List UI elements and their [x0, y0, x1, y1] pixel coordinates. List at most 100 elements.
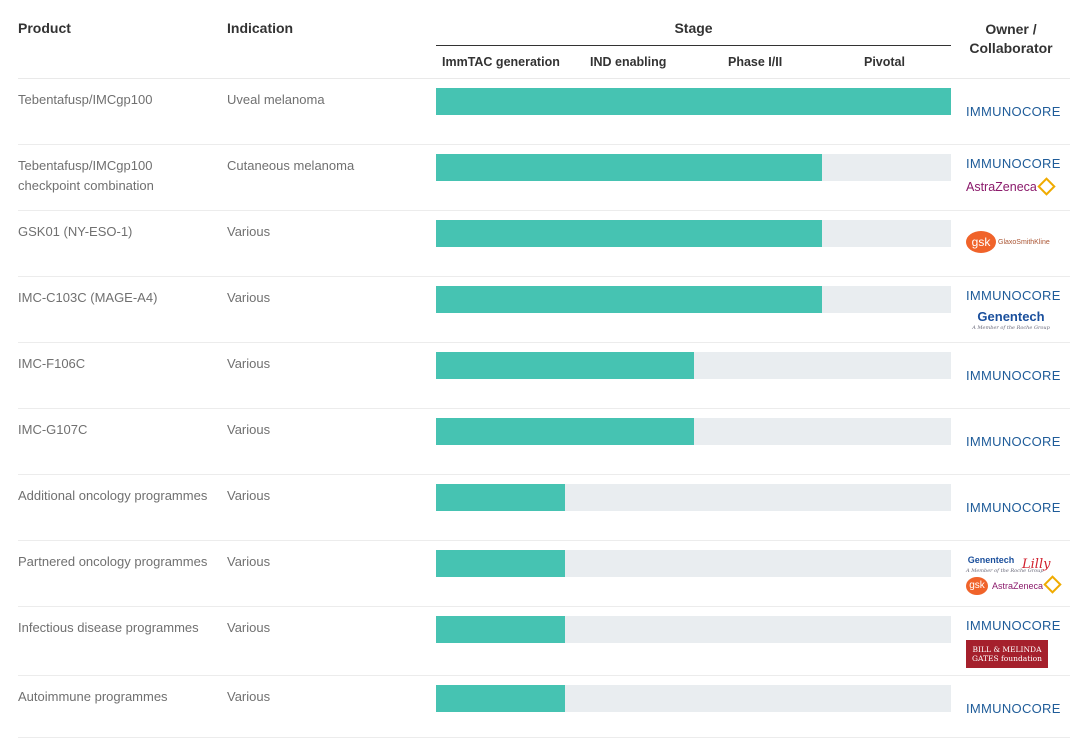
row-divider — [18, 474, 1070, 475]
stage-tick-label: IND enabling — [590, 55, 667, 69]
table-row: IMC-C103C (MAGE-A4) Various IMMUNOCORE Gene… — [0, 277, 1080, 343]
owner-logos: IMMUNOCORE AstraZeneca — [966, 155, 1070, 196]
indication: Various — [227, 224, 271, 239]
astrazeneca-logo: AstraZeneca — [992, 575, 1062, 595]
owner-logos: IMMUNOCORE — [966, 499, 1070, 517]
immunocore-logo: IMMUNOCORE — [966, 500, 1061, 515]
genentech-wordmark: Genentech — [967, 555, 1015, 565]
astrazeneca-icon — [1043, 575, 1062, 594]
stage-bar-track — [436, 88, 951, 115]
immunocore-logo: IMMUNOCORE — [966, 156, 1061, 171]
indication: Various — [227, 356, 271, 371]
stage-bar-track — [436, 154, 951, 181]
stage-tick-label: ImmTAC generation — [442, 55, 560, 69]
stage-bar — [436, 550, 565, 577]
stage-bar-track — [436, 220, 951, 247]
genentech-tagline: A Member of the Roche Group — [972, 325, 1050, 331]
stage-bar — [436, 484, 565, 511]
astrazeneca-icon — [1037, 177, 1056, 196]
genentech-logo: Genentech A Member of the Roche Group — [966, 310, 1056, 332]
row-divider — [18, 210, 1070, 211]
table-row: Infectious disease programmes Various IMMU… — [0, 607, 1080, 676]
stage-bar — [436, 352, 694, 379]
stage-bar-track — [436, 352, 951, 379]
immunocore-logo: IMMUNOCORE — [966, 104, 1061, 119]
indication: Various — [227, 620, 271, 635]
stage-tick-label: Phase I/II — [728, 55, 783, 69]
stage-bar-track — [436, 616, 951, 643]
row-divider — [18, 675, 1070, 676]
table-row: Additional oncology programmes Various IMM… — [0, 475, 1080, 541]
header-product: Product — [18, 20, 71, 36]
gates-line-2: GATES foundation — [972, 654, 1042, 663]
stage-bar-track — [436, 550, 951, 577]
product-name: IMC-G107C — [18, 422, 88, 437]
stage-bar — [436, 286, 822, 313]
product-name: Infectious disease programmes — [18, 620, 199, 635]
product-name: IMC-C103C (MAGE-A4) — [18, 290, 158, 305]
header-indication: Indication — [227, 20, 294, 36]
indication: Uveal melanoma — [227, 92, 325, 107]
gsk-badge-icon: gsk — [966, 577, 988, 595]
row-divider — [18, 342, 1070, 343]
table-row: Partnered oncology programmes Various Gene… — [0, 541, 1080, 607]
row-divider — [18, 606, 1070, 607]
astrazeneca-wordmark: AstraZeneca — [992, 581, 1044, 591]
indication: Various — [227, 689, 271, 704]
table-row: Autoimmune programmes Various IMMUNOCORE — [0, 676, 1080, 738]
header-stage: Stage — [674, 20, 713, 36]
owner-logos: Genentech A Member of the Roche Group Lill… — [966, 553, 1070, 595]
product-name: Tebentafusp/IMCgp100 checkpoint combinat… — [18, 158, 154, 193]
indication: Various — [227, 554, 271, 569]
product-name: GSK01 (NY-ESO-1) — [18, 224, 133, 239]
row-divider — [18, 144, 1070, 145]
table-row: Tebentafusp/IMCgp100 Uveal melanoma IMMUNO… — [0, 79, 1080, 145]
row-divider — [18, 540, 1070, 541]
owner-logos: IMMUNOCORE BILL & MELINDA GATES foundation — [966, 617, 1070, 668]
product-name: Tebentafusp/IMCgp100 — [18, 92, 153, 107]
stage-bar — [436, 616, 565, 643]
table-row: GSK01 (NY-ESO-1) Various gsk GlaxoSmithKlin… — [0, 211, 1080, 277]
genentech-wordmark: Genentech — [977, 309, 1045, 324]
owner-logos: IMMUNOCORE — [966, 433, 1070, 451]
header-owner: Owner / Collaborator — [969, 21, 1053, 56]
product-name: Autoimmune programmes — [18, 689, 168, 704]
immunocore-logo: IMMUNOCORE — [966, 701, 1061, 716]
table-row: Tebentafusp/IMCgp100 checkpoint combinat… — [0, 145, 1080, 211]
genentech-logo: Genentech A Member of the Roche Group — [966, 553, 1044, 575]
lilly-logo: Lilly — [1022, 556, 1051, 572]
table-row: IMC-G107C Various IMMUNOCORE — [0, 409, 1080, 475]
product-name: IMC-F106C — [18, 356, 86, 371]
gsk-badge-icon: gsk — [966, 231, 996, 253]
glaxosmithkline-wordmark: GlaxoSmithKline — [998, 238, 1050, 246]
stage-bar — [436, 88, 951, 115]
header-divider — [18, 78, 1070, 79]
indication: Various — [227, 290, 271, 305]
stage-bar — [436, 418, 694, 445]
indication: Various — [227, 488, 271, 503]
stage-bar-track — [436, 685, 951, 712]
stage-divider — [436, 45, 951, 46]
stage-tick-label: Pivotal — [864, 55, 905, 69]
stage-bar — [436, 154, 822, 181]
astrazeneca-wordmark: AstraZeneca — [966, 180, 1037, 194]
stage-bar-track — [436, 286, 951, 313]
indication: Various — [227, 422, 271, 437]
astrazeneca-logo: AstraZeneca — [966, 177, 1070, 196]
genentech-tagline: A Member of the Roche Group — [966, 568, 1044, 574]
owner-logo-line: gskGlaxoSmithKlineAstraZeneca — [966, 575, 1070, 595]
owner-logos: IMMUNOCORE — [966, 103, 1070, 121]
stage-bar — [436, 220, 822, 247]
immunocore-logo: IMMUNOCORE — [966, 288, 1061, 303]
owner-logo-line: Genentech A Member of the Roche Group Lill… — [966, 553, 1070, 575]
stage-bar — [436, 685, 565, 712]
gates-foundation-logo: BILL & MELINDA GATES foundation — [966, 640, 1048, 668]
product-name: Additional oncology programmes — [18, 488, 208, 503]
row-divider — [18, 408, 1070, 409]
gates-line-1: BILL & MELINDA — [972, 645, 1042, 654]
owner-logos: gsk GlaxoSmithKline — [966, 231, 1070, 253]
stage-bar-track — [436, 418, 951, 445]
row-divider — [18, 276, 1070, 277]
